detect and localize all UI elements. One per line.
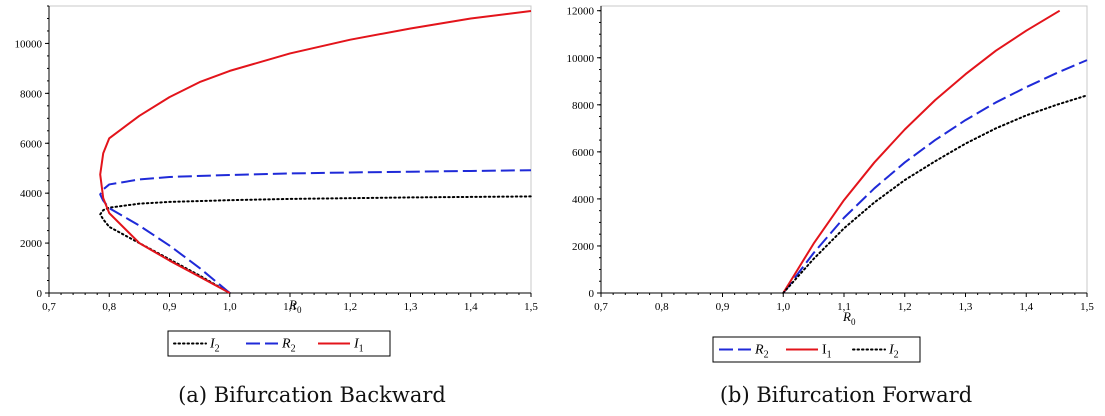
plot-frame (600, 5, 1088, 294)
figure-caption: (a) Bifurcation Backward (178, 383, 446, 407)
x-tick-label: 0,7 (594, 301, 608, 313)
series-R2 (99, 169, 532, 294)
x-tick-label: 1,5 (1080, 301, 1094, 313)
y-tick-label: 2000 (572, 241, 595, 253)
x-tick-label: 1,0 (223, 301, 237, 313)
x-tick-label: 1,4 (1019, 301, 1033, 313)
y-tick-label: 10000 (15, 38, 43, 50)
x-axis-label: R0 (288, 297, 302, 315)
x-tick-label: 1,3 (959, 301, 973, 313)
x-tick-label: 0,7 (42, 301, 56, 313)
x-tick-label: 1,3 (404, 301, 418, 313)
x-tick-label: 1,4 (464, 301, 478, 313)
series-I1 (782, 9, 1061, 294)
y-tick-label: 4000 (572, 194, 595, 206)
x-tick-label: 1,5 (524, 301, 538, 313)
x-tick-label: 0,9 (163, 301, 177, 313)
y-tick-label: 6000 (572, 147, 595, 159)
y-tick-label: 12000 (567, 6, 595, 18)
x-tick-label: 1,1 (283, 301, 297, 313)
y-tick-label: 8000 (20, 88, 43, 100)
plot-frame (48, 5, 532, 294)
legend: R2 I1 I2 (712, 336, 921, 363)
legend-label-I2: I2 (209, 337, 220, 355)
x-tick-label: 0,8 (655, 301, 669, 313)
series-I2 (99, 195, 532, 294)
x-tick-label: 1,2 (343, 301, 357, 313)
y-tick-label: 10000 (567, 53, 595, 65)
figure-caption: (b) Bifurcation Forward (720, 383, 972, 407)
legend-label-I1: I1 (822, 343, 832, 361)
chart-panel-forward: 0,7 0,8 0,9 1,0 1,1 1,2 1,3 1,4 1,5 0 2000 4000 6000… (567, 5, 1094, 407)
y-tick-label: 8000 (572, 100, 595, 112)
y-tick-label: 2000 (20, 238, 43, 250)
legend: I2 R2 I1 (167, 330, 391, 357)
x-tick-label: 1,2 (898, 301, 912, 313)
x-tick-label: 0,8 (102, 301, 116, 313)
x-tick-label: 0,9 (716, 301, 730, 313)
y-tick-label: 4000 (20, 188, 43, 200)
y-tick-label: 6000 (20, 138, 43, 150)
series-I2 (782, 94, 1088, 294)
legend-label-I1: I1 (353, 337, 364, 355)
legend-label-R2: R2 (281, 337, 296, 355)
x-axis-label: R0 (842, 309, 856, 327)
chart-panel-backward: 0,7 0,8 0,9 1,0 1,1 1,2 1,3 1,4 1,5 0 2000 4000 6000… (15, 5, 538, 407)
series-I1 (99, 9, 532, 294)
x-tick-label: 1,1 (837, 301, 851, 313)
series-R2 (782, 59, 1088, 294)
legend-label-I2: I2 (888, 343, 899, 361)
y-tick-label: 0 (589, 288, 595, 300)
legend-label-R2: R2 (754, 343, 769, 361)
x-tick-label: 1,0 (776, 301, 790, 313)
y-tick-label: 0 (37, 288, 43, 300)
